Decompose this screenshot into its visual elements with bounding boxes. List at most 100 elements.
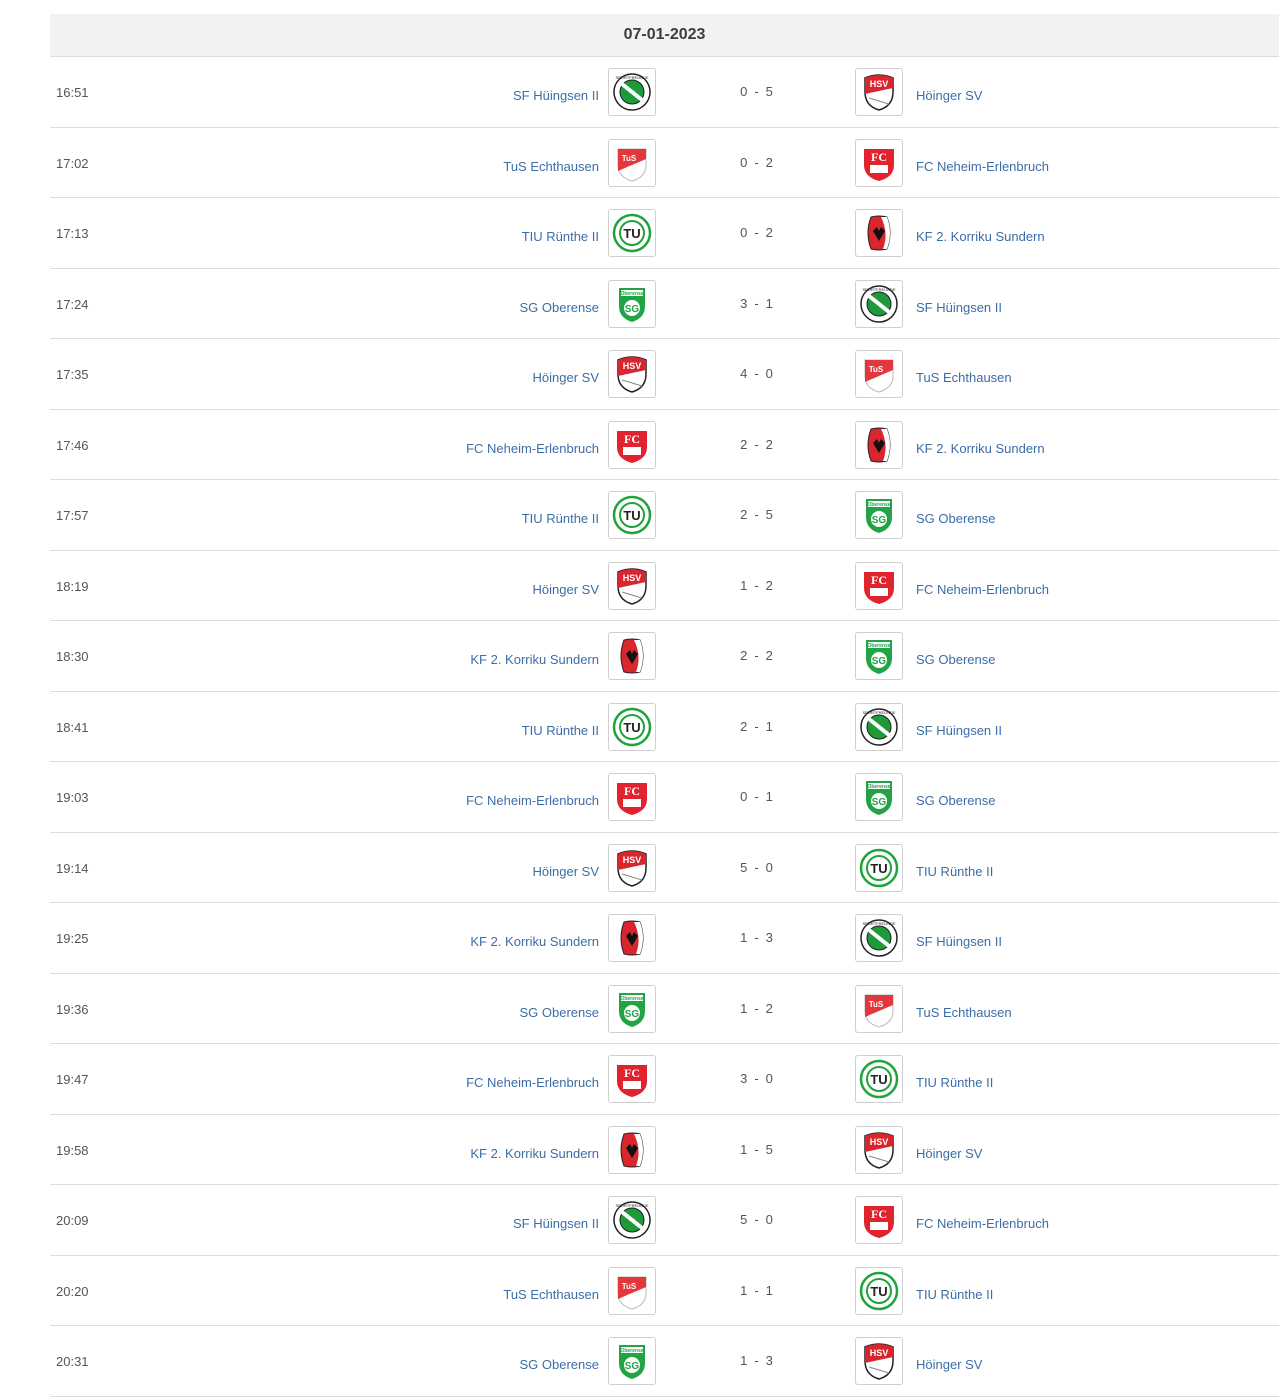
home-team-link[interactable]: Höinger SV [532, 370, 599, 385]
home-team-link[interactable]: FC Neheim-Erlenbruch [466, 440, 599, 456]
home-team-link[interactable]: FC Neheim-Erlenbruch [466, 1075, 599, 1090]
match-row[interactable]: 18:19 Höinger SV HSV 1-2 FC FC Neheim-Er… [50, 551, 1279, 621]
away-team-link[interactable]: SF Hüingsen II [916, 934, 1002, 949]
match-row[interactable]: 20:31 SG Oberense Oberense SG 1-3 HSV Höi… [50, 1326, 1279, 1397]
away-team-link[interactable]: TuS Echthausen [916, 1004, 1012, 1020]
match-row[interactable]: 18:41 TIU Rünthe II TU 2-1 SPORTFREUNDE … [50, 692, 1279, 762]
fc-neheim-logo-icon[interactable]: FC [855, 561, 903, 610]
home-team-link[interactable]: TuS Echthausen [503, 158, 599, 174]
sf-huingsen-logo-icon[interactable]: SPORTFREUNDE [608, 1196, 656, 1244]
match-score[interactable]: 1-2 [730, 1001, 784, 1016]
away-team-link[interactable]: KF 2. Korriku Sundern [916, 440, 1045, 456]
match-score[interactable]: 2-1 [730, 719, 784, 734]
match-row[interactable]: 19:03 FC Neheim-Erlenbruch FC 0-1 Oberen… [50, 762, 1279, 833]
home-team-link[interactable]: TuS Echthausen [503, 1286, 599, 1302]
away-team-link[interactable]: SG Oberense [916, 793, 996, 808]
home-team-link[interactable]: TIU Rünthe II [521, 229, 599, 244]
tiu-runthe-logo-icon[interactable]: TU [608, 209, 656, 257]
hoinger-sv-logo-icon[interactable]: HSV [855, 68, 903, 116]
sf-huingsen-logo-icon[interactable]: SPORTFREUNDE [855, 279, 903, 328]
match-score[interactable]: 3-1 [730, 296, 784, 311]
fc-neheim-logo-icon[interactable]: FC [855, 1196, 903, 1244]
home-team-link[interactable]: Höinger SV [532, 581, 599, 597]
match-row[interactable]: 19:14 Höinger SV HSV 5-0 TU TIU Rünthe I… [50, 833, 1279, 903]
kf-korriku-logo-icon[interactable] [608, 1125, 656, 1174]
tus-echthausen-logo-icon[interactable]: TuS [608, 1266, 656, 1315]
tiu-runthe-logo-icon[interactable]: TU [608, 491, 656, 539]
match-row[interactable]: 20:09 SF Hüingsen II SPORTFREUNDE 5-0 FC… [50, 1185, 1279, 1256]
match-score[interactable]: 5-0 [730, 1212, 784, 1227]
match-row[interactable]: 17:13 TIU Rünthe II TU 0-2 KF 2. Korriku… [50, 198, 1279, 269]
hoinger-sv-logo-icon[interactable]: HSV [855, 1337, 903, 1385]
fc-neheim-logo-icon[interactable]: FC [608, 420, 656, 469]
match-score[interactable]: 1-1 [730, 1283, 784, 1298]
match-row[interactable]: 17:02 TuS Echthausen TuS 0-2 FC FC Nehei… [50, 128, 1279, 198]
home-team-link[interactable]: TIU Rünthe II [521, 511, 599, 526]
match-score[interactable]: 0-2 [730, 225, 784, 240]
tiu-runthe-logo-icon[interactable]: TU [608, 702, 656, 751]
home-team-link[interactable]: SF Hüingsen II [513, 88, 599, 103]
kf-korriku-logo-icon[interactable] [608, 632, 656, 680]
sg-oberense-logo-icon[interactable]: Oberense SG [855, 491, 903, 539]
sg-oberense-logo-icon[interactable]: Oberense SG [608, 279, 656, 328]
away-team-link[interactable]: SF Hüingsen II [916, 722, 1002, 738]
match-row[interactable]: 19:47 FC Neheim-Erlenbruch FC 3-0 TU TIU… [50, 1044, 1279, 1115]
kf-korriku-logo-icon[interactable] [608, 914, 656, 962]
match-score[interactable]: 2-2 [730, 648, 784, 663]
away-team-link[interactable]: SG Oberense [916, 511, 996, 526]
tiu-runthe-logo-icon[interactable]: TU [855, 1266, 903, 1315]
match-score[interactable]: 5-0 [730, 860, 784, 875]
match-row[interactable]: 19:58 KF 2. Korriku Sundern 1-5 HSV Höin… [50, 1115, 1279, 1185]
away-team-link[interactable]: SF Hüingsen II [916, 299, 1002, 315]
home-team-link[interactable]: SG Oberense [519, 1004, 600, 1020]
match-row[interactable]: 20:20 TuS Echthausen TuS 1-1 TU TIU Rünt… [50, 1256, 1279, 1326]
sf-huingsen-logo-icon[interactable]: SPORTFREUNDE [855, 914, 903, 962]
away-team-link[interactable]: Höinger SV [916, 88, 983, 103]
away-team-link[interactable]: TIU Rünthe II [916, 1075, 994, 1090]
match-row[interactable]: 17:24 SG Oberense Oberense SG 3-1 SPORTFR… [50, 269, 1279, 339]
sf-huingsen-logo-icon[interactable]: SPORTFREUNDE [855, 702, 903, 751]
away-team-link[interactable]: TuS Echthausen [916, 370, 1012, 385]
tiu-runthe-logo-icon[interactable]: TU [855, 1055, 903, 1103]
match-score[interactable]: 1-2 [730, 578, 784, 593]
home-team-link[interactable]: KF 2. Korriku Sundern [470, 934, 599, 949]
match-score[interactable]: 1-3 [730, 1353, 784, 1368]
away-team-link[interactable]: Höinger SV [916, 1357, 983, 1372]
home-team-link[interactable]: Höinger SV [532, 863, 599, 879]
home-team-link[interactable]: SG Oberense [519, 1357, 600, 1372]
home-team-link[interactable]: KF 2. Korriku Sundern [470, 652, 599, 667]
sf-huingsen-logo-icon[interactable]: SPORTFREUNDE [608, 68, 656, 116]
away-team-link[interactable]: SG Oberense [916, 652, 996, 667]
match-row[interactable]: 19:36 SG Oberense Oberense SG 1-2 TuS TuS… [50, 974, 1279, 1044]
fc-neheim-logo-icon[interactable]: FC [608, 1055, 656, 1103]
tus-echthausen-logo-icon[interactable]: TuS [855, 984, 903, 1033]
match-score[interactable]: 2-2 [730, 437, 784, 452]
sg-oberense-logo-icon[interactable]: Oberense SG [855, 773, 903, 821]
match-row[interactable]: 16:51 SF Hüingsen II SPORTFREUNDE 0-5 HS… [50, 57, 1279, 128]
home-team-link[interactable]: SG Oberense [519, 299, 600, 315]
hoinger-sv-logo-icon[interactable]: HSV [855, 1125, 903, 1174]
hoinger-sv-logo-icon[interactable]: HSV [608, 843, 656, 892]
kf-korriku-logo-icon[interactable] [855, 209, 903, 257]
match-score[interactable]: 4-0 [730, 366, 784, 381]
away-team-link[interactable]: Höinger SV [916, 1145, 983, 1161]
match-score[interactable]: 0-2 [730, 155, 784, 170]
home-team-link[interactable]: FC Neheim-Erlenbruch [466, 793, 599, 808]
tiu-runthe-logo-icon[interactable]: TU [855, 843, 903, 892]
match-score[interactable]: 0-1 [730, 789, 784, 804]
home-team-link[interactable]: TIU Rünthe II [521, 722, 599, 738]
match-row[interactable]: 19:25 KF 2. Korriku Sundern 1-3 SPORTFRE… [50, 903, 1279, 974]
away-team-link[interactable]: TIU Rünthe II [916, 863, 994, 879]
fc-neheim-logo-icon[interactable]: FC [608, 773, 656, 821]
match-score[interactable]: 3-0 [730, 1071, 784, 1086]
away-team-link[interactable]: FC Neheim-Erlenbruch [916, 158, 1049, 174]
match-row[interactable]: 17:46 FC Neheim-Erlenbruch FC 2-2 KF 2. … [50, 410, 1279, 480]
fc-neheim-logo-icon[interactable]: FC [855, 138, 903, 187]
away-team-link[interactable]: FC Neheim-Erlenbruch [916, 1216, 1049, 1231]
home-team-link[interactable]: SF Hüingsen II [513, 1216, 599, 1231]
tus-echthausen-logo-icon[interactable]: TuS [855, 350, 903, 398]
away-team-link[interactable]: FC Neheim-Erlenbruch [916, 581, 1049, 597]
away-team-link[interactable]: TIU Rünthe II [916, 1286, 994, 1302]
hoinger-sv-logo-icon[interactable]: HSV [608, 561, 656, 610]
sg-oberense-logo-icon[interactable]: Oberense SG [608, 1337, 656, 1385]
